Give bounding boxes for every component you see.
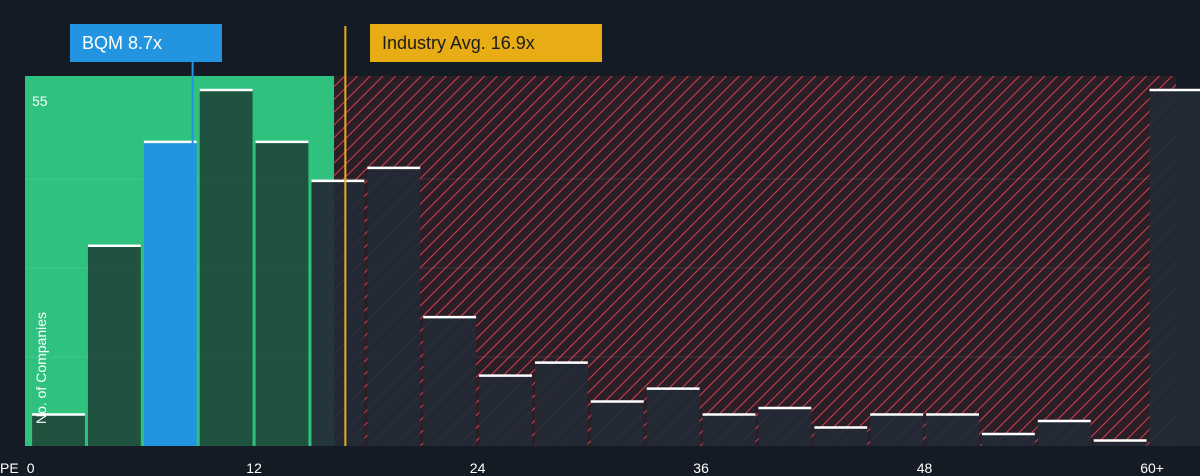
x-tick-label-0: 0: [27, 460, 35, 476]
histogram-bar-7: [423, 316, 477, 446]
histogram-bar-5: [311, 179, 365, 446]
histogram-bar-6: [367, 166, 421, 446]
histogram-bar-2: [143, 140, 197, 446]
x-tick-label-1: 12: [246, 460, 262, 476]
y-axis-title: No. of Companies: [33, 312, 49, 424]
industry-average-badge: Industry Avg. 16.9x: [370, 24, 602, 62]
histogram-bar-15: [870, 413, 924, 446]
histogram-bar-4: [255, 140, 309, 446]
histogram-bar-18: [1037, 420, 1091, 446]
histogram-bar-16: [926, 413, 979, 446]
histogram-bar-19: [1093, 439, 1147, 446]
histogram-bar-12: [702, 413, 756, 446]
histogram-bar-10: [590, 400, 644, 446]
histogram-bar-17: [981, 433, 1035, 446]
histogram-bar-13: [758, 407, 812, 446]
histogram-bar-11: [646, 387, 700, 446]
histogram-bar-0: [32, 413, 85, 446]
histogram-bar-3: [199, 88, 253, 446]
x-tick-label-3: 36: [693, 460, 709, 476]
histogram-bar-20: [1149, 88, 1200, 446]
y-max-label: 55: [32, 93, 48, 109]
x-tick-label-5: 60+: [1140, 460, 1164, 476]
x-tick-label-2: 24: [470, 460, 486, 476]
x-axis-title: PE: [0, 460, 19, 476]
x-tick-label-4: 48: [917, 460, 933, 476]
histogram-bar-1: [87, 244, 141, 446]
histogram-bar-14: [814, 426, 868, 446]
histogram-bar-8: [479, 374, 532, 446]
histogram-bar-9: [534, 361, 588, 446]
company-pe-badge: BQM 8.7x: [70, 24, 222, 62]
